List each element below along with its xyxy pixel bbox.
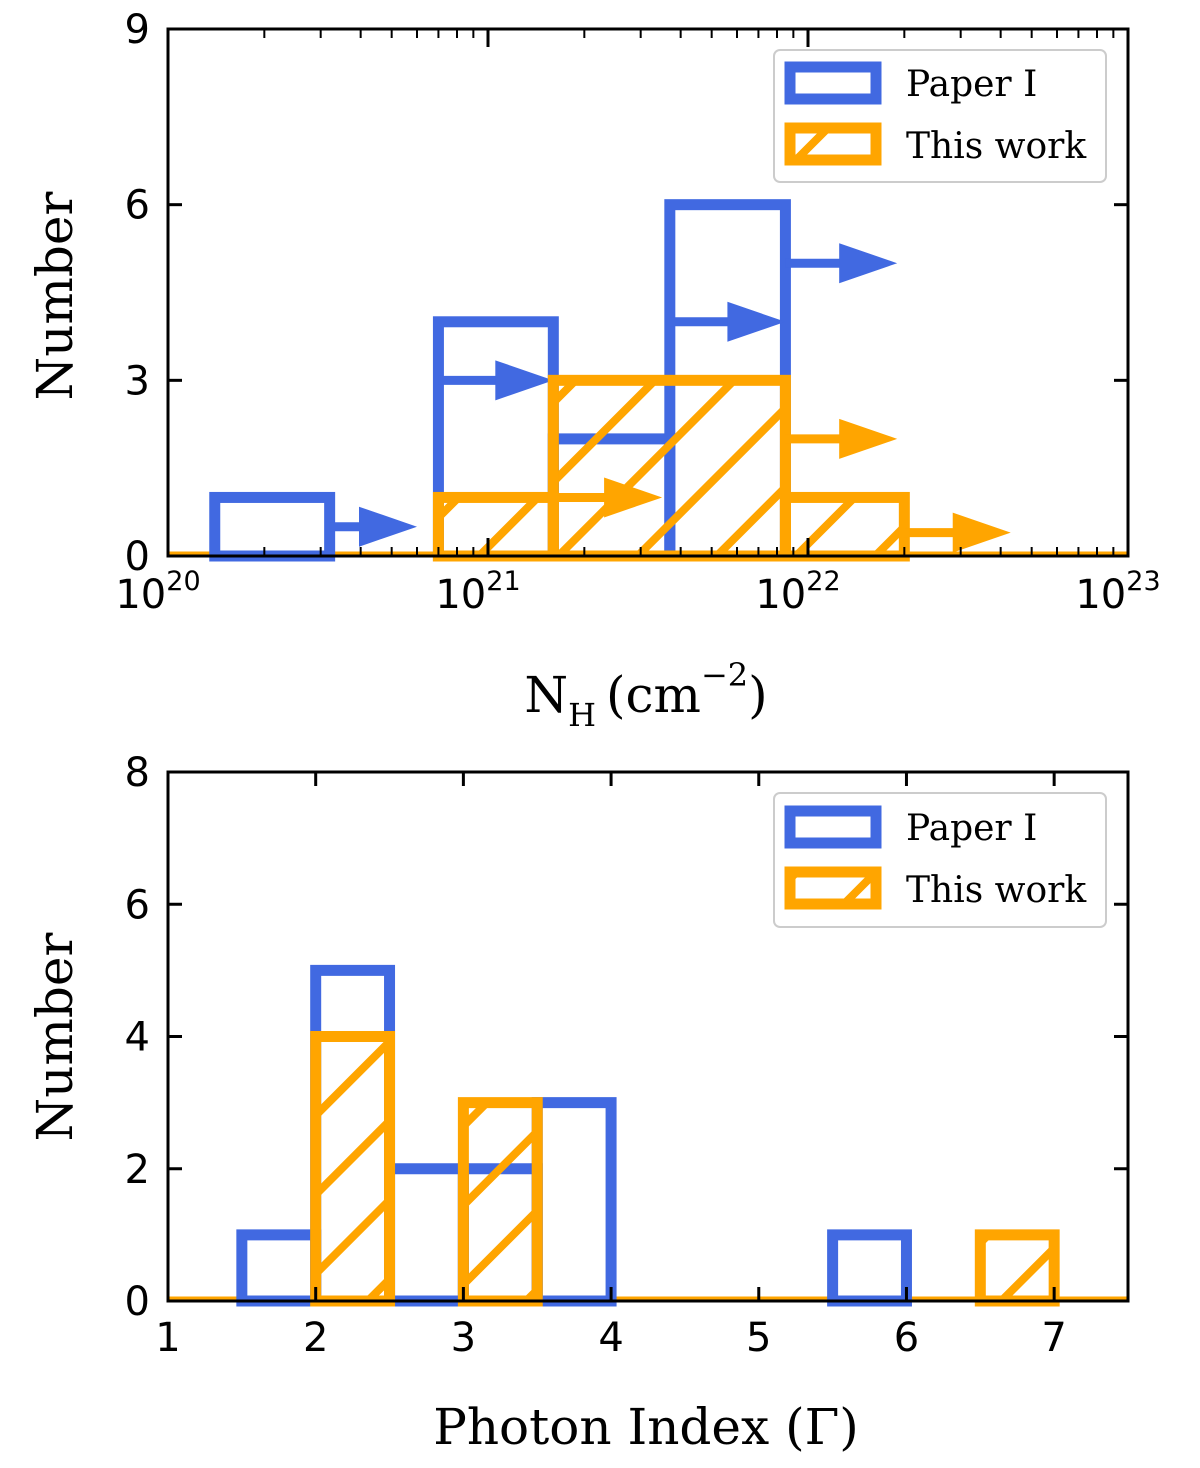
- nh-plot-area: [168, 199, 1128, 562]
- gamma-xtick-label-5: 6: [894, 1315, 919, 1361]
- gamma-ylabel-text: Number: [26, 932, 84, 1141]
- nh-histogram-panel: 0 3 6 9 1020 1021 1022 1023 Number NH (cm−2) Pap…: [26, 7, 1161, 734]
- nh-xlabel-sub: H: [568, 696, 596, 734]
- nh-ytick-label-2: 6: [125, 183, 150, 229]
- nh-legend-swatch-thiswork: [784, 122, 882, 166]
- gamma-ylabel: Number: [26, 932, 84, 1141]
- gamma-legend-label-paper1: Paper I: [906, 808, 1037, 849]
- gamma-bar-paper1-4: [531, 1097, 617, 1307]
- nh-xlabel-sup: −2: [701, 656, 748, 694]
- nh-xlabel: NH (cm−2): [524, 656, 767, 734]
- nh-legend: Paper I This work: [773, 49, 1107, 183]
- nh-xlabel-main: N: [524, 666, 568, 724]
- nh-legend-swatch-paper1: [784, 61, 882, 105]
- nh-legend-label-paper1: Paper I: [906, 64, 1037, 105]
- gamma-legend-label-thiswork: This work: [906, 870, 1087, 911]
- nh-ytick-label-0: 0: [125, 534, 150, 580]
- gamma-bar-paper1-5: [827, 1229, 912, 1307]
- gamma-histogram-panel: 0 2 4 6 8 1 2 3 4 5 6 7 Number Photon Index (Γ) Pap…: [26, 750, 1130, 1456]
- gamma-legend-swatch-paper1: [784, 805, 882, 849]
- gamma-xlabel: Photon Index (Γ): [433, 1398, 859, 1456]
- nh-bar-paper1-0: [209, 491, 336, 562]
- gamma-ytick-label-0: 0: [125, 1279, 150, 1325]
- gamma-xtick-label-2: 3: [451, 1315, 476, 1361]
- gamma-ytick-label-4: 8: [125, 750, 150, 796]
- gamma-xtick-label-3: 4: [598, 1315, 623, 1361]
- nh-xlabel-open: (cm: [606, 666, 701, 724]
- nh-axis-ticks: 0 3 6 9 1020 1021 1022 1023: [115, 7, 1160, 618]
- nh-ytick-label-1: 3: [125, 358, 150, 404]
- nh-limit-arrow-paper1-2: [669, 301, 786, 342]
- nh-legend-label-thiswork: This work: [906, 126, 1087, 167]
- nh-limit-arrow-thiswork-1: [785, 418, 898, 459]
- gamma-bar-thiswork-0: [310, 1031, 396, 1307]
- gamma-bar-paper1-2: [384, 1163, 469, 1307]
- gamma-plot-area: [168, 964, 1128, 1307]
- gamma-ytick-label-3: 6: [125, 882, 150, 928]
- nh-limit-arrow-paper1-1: [438, 360, 554, 401]
- gamma-xtick-label-0: 1: [155, 1315, 180, 1361]
- nh-limit-arrow-paper1-0: [329, 506, 418, 547]
- gamma-ytick-label-2: 4: [125, 1015, 150, 1061]
- nh-series-thiswork: [432, 374, 1011, 562]
- nh-xtick-label-0: 1020: [115, 566, 200, 618]
- gamma-axis-ticks: 0 2 4 6 8 1 2 3 4 5 6 7: [125, 750, 1128, 1361]
- nh-xtick-label-1: 1021: [435, 566, 520, 618]
- nh-limit-arrow-paper1-3: [785, 243, 898, 284]
- gamma-legend-swatch-thiswork: [784, 866, 882, 910]
- gamma-bar-thiswork-1: [457, 1097, 543, 1307]
- gamma-xtick-label-4: 5: [746, 1315, 771, 1361]
- nh-xtick-label-3: 1023: [1075, 566, 1160, 618]
- nh-bar-thiswork-1: [547, 374, 791, 562]
- gamma-legend: Paper I This work: [773, 792, 1107, 928]
- nh-xlabel-close: ): [748, 666, 768, 724]
- nh-bar-thiswork-0: [432, 491, 559, 562]
- nh-ytick-label-3: 9: [125, 7, 150, 53]
- nh-ylabel-text: Number: [26, 191, 84, 400]
- gamma-xtick-label-1: 2: [303, 1315, 328, 1361]
- gamma-bar-thiswork-2: [974, 1229, 1060, 1307]
- nh-bar-thiswork-2: [779, 491, 910, 562]
- gamma-xtick-label-6: 7: [1041, 1315, 1066, 1361]
- nh-ylabel: Number: [26, 191, 84, 400]
- gamma-ytick-label-1: 2: [125, 1147, 150, 1193]
- nh-xtick-label-2: 1022: [755, 566, 840, 618]
- nh-axes-frame: [166, 27, 1130, 558]
- nh-limit-arrow-thiswork-0: [553, 477, 663, 518]
- gamma-bar-paper1-0: [236, 1229, 322, 1307]
- nh-limit-arrow-thiswork-2: [904, 512, 1011, 553]
